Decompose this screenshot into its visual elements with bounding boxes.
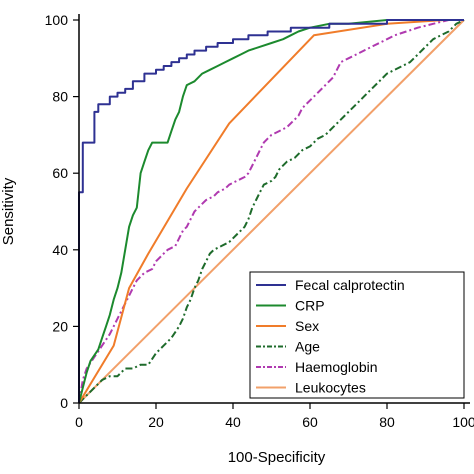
x-tick-label: 40 xyxy=(225,414,241,430)
y-tick-label: 40 xyxy=(52,242,68,258)
x-tick-label: 100 xyxy=(452,414,474,430)
x-tick-label: 0 xyxy=(75,414,83,430)
y-tick-label: 100 xyxy=(45,12,69,28)
series-line-age xyxy=(78,19,465,404)
axes: 0 20 40 60 80 100 0 20 40 60 80 100 100-Specificity S… xyxy=(0,12,474,466)
y-tick-label: 80 xyxy=(52,89,68,105)
y-tick-label: 60 xyxy=(52,165,68,181)
x-tick-label: 60 xyxy=(302,414,318,430)
series-line-fecal-calprotectin xyxy=(78,19,464,403)
y-tick-label: 0 xyxy=(60,395,68,411)
legend-label: Sex xyxy=(295,318,319,334)
x-tick-label: 20 xyxy=(148,414,164,430)
legend-label: Haemoglobin xyxy=(295,359,378,375)
legend-label: Age xyxy=(295,339,320,355)
y-axis-title: Sensitivity xyxy=(0,177,17,245)
series-line-crp xyxy=(78,19,464,404)
x-tick-label: 80 xyxy=(379,414,395,430)
series-line-haemoglobin xyxy=(78,19,464,404)
legend-box xyxy=(249,271,465,399)
x-axis-title: 100-Specificity xyxy=(228,449,326,466)
plot-lines xyxy=(78,19,465,404)
y-tick-label: 20 xyxy=(52,318,68,334)
legend-label: Leukocytes xyxy=(295,380,366,396)
legend: Fecal calprotectin CRP Sex Age Haemoglobin Le… xyxy=(249,271,465,399)
series-line-sex xyxy=(78,19,464,404)
legend-label: Fecal calprotectin xyxy=(295,277,405,293)
legend-label: CRP xyxy=(295,298,325,314)
series-line-leukocytes xyxy=(78,19,465,404)
